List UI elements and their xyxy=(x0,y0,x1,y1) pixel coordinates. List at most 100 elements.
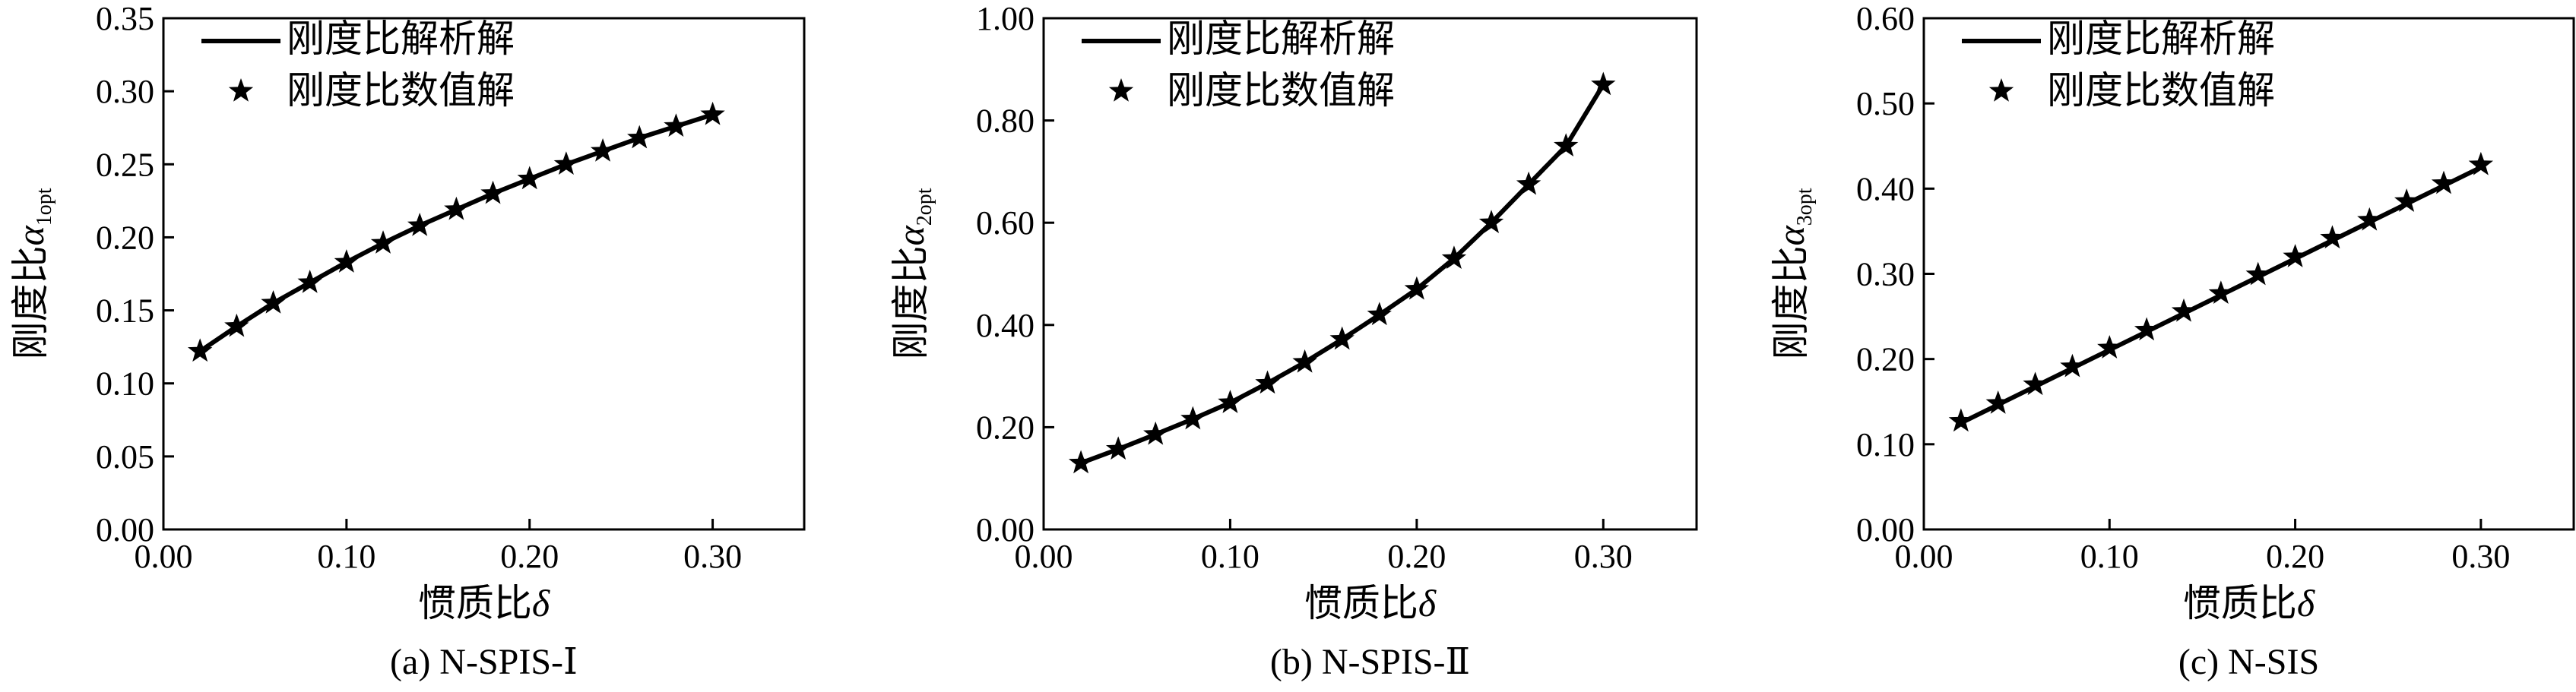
data-point-star xyxy=(517,166,542,190)
data-point-star xyxy=(627,125,652,149)
x-axis-label: 惯质比δ xyxy=(1304,582,1437,624)
panel-caption: (b) N-SPIS-Ⅱ xyxy=(1270,642,1470,682)
y-axis-label-text: 刚度比 xyxy=(889,246,932,360)
x-tick-label: 0.30 xyxy=(1574,538,1633,575)
legend-label: 刚度比数值解 xyxy=(2047,69,2275,112)
data-point-star xyxy=(297,270,322,293)
x-tick-label: 0.00 xyxy=(1895,538,1953,575)
y-axis-label-subscript: 2opt xyxy=(913,188,936,226)
y-tick-label: 0.20 xyxy=(1856,341,1915,378)
series-line xyxy=(198,112,714,353)
data-point-star xyxy=(407,213,433,236)
legend-star-swatch xyxy=(1108,78,1134,102)
chart-panel-2: 0.00 0.10 0.20 0.30 0.00 0.20 0.40 0.60 0.80 1.00… xyxy=(889,0,1698,682)
x-axis-label-symbol: δ xyxy=(1418,582,1437,624)
data-point-star xyxy=(2208,280,2234,305)
x-axis-label-symbol: δ xyxy=(532,582,550,624)
y-tick-label: 0.15 xyxy=(96,292,154,330)
data-point-star xyxy=(2431,170,2457,194)
y-tick-label: 0.40 xyxy=(976,307,1035,344)
data-point-star xyxy=(480,180,505,204)
chart-panel-1: 0.00 0.10 0.20 0.30 0.00 0.05 0.10 0.15 0.20 0.25… xyxy=(9,0,806,682)
data-point-star xyxy=(370,230,396,254)
legend-label: 刚度比解析解 xyxy=(287,17,515,60)
plot-frame xyxy=(1042,17,1698,531)
x-tick-label: 0.20 xyxy=(2266,538,2324,575)
x-axis-label-text: 惯质比 xyxy=(1304,582,1418,624)
plot-frame xyxy=(162,17,806,531)
data-point-star xyxy=(1218,390,1243,413)
data-point-star xyxy=(188,338,213,362)
data-point-star xyxy=(700,101,725,125)
panel-caption: (a) N-SPIS-Ⅰ xyxy=(390,642,578,682)
y-axis-label: 刚度比α2opt xyxy=(889,188,936,359)
data-point-star xyxy=(1367,302,1392,326)
y-tick-label: 0.00 xyxy=(976,511,1035,548)
y-tick-label: 0.00 xyxy=(1856,511,1915,548)
y-tick-label: 0.40 xyxy=(1856,170,1915,207)
legend-label: 刚度比数值解 xyxy=(287,69,515,112)
x-tick-label: 0.00 xyxy=(1015,538,1073,575)
y-tick-label: 1.00 xyxy=(976,0,1035,37)
data-point-star xyxy=(553,151,579,175)
y-axis-label: 刚度比α1opt xyxy=(9,188,56,359)
y-axis-label-symbol: α xyxy=(1770,225,1812,246)
y-tick-label: 0.60 xyxy=(976,204,1035,242)
data-point-star xyxy=(224,313,249,337)
y-tick-label: 0.10 xyxy=(1856,426,1915,463)
data-point-star xyxy=(1478,210,1504,233)
data-point-star xyxy=(1255,370,1280,394)
data-point-star xyxy=(2468,151,2494,175)
data-point-star xyxy=(1143,421,1168,445)
y-tick-label: 0.60 xyxy=(1856,0,1915,37)
data-point-star xyxy=(2171,298,2197,322)
y-axis-label-subscript: 1opt xyxy=(33,188,56,226)
data-point-star xyxy=(2357,207,2382,231)
legend-star-swatch xyxy=(1988,78,2014,102)
data-point-star xyxy=(1516,171,1541,195)
y-tick-label: 0.50 xyxy=(1856,85,1915,122)
data-point-star xyxy=(2320,225,2345,249)
data-point-star xyxy=(2134,317,2159,341)
data-point-star xyxy=(1068,450,1094,474)
y-axis-label-text: 刚度比 xyxy=(1770,246,1812,360)
data-point-star xyxy=(1106,436,1131,460)
data-point-star xyxy=(1180,406,1206,430)
data-point-star xyxy=(261,289,286,314)
legend-star-swatch xyxy=(228,78,254,102)
x-tick-label: 0.20 xyxy=(500,538,559,575)
legend-label: 刚度比解析解 xyxy=(1167,17,1395,60)
y-tick-label: 0.80 xyxy=(976,103,1035,140)
data-point-star xyxy=(334,249,360,273)
y-tick-label: 0.25 xyxy=(96,146,154,183)
data-point-star xyxy=(1985,390,2010,414)
x-tick-label: 0.10 xyxy=(2080,538,2139,575)
y-tick-label: 0.00 xyxy=(96,511,154,548)
x-axis-label: 惯质比δ xyxy=(418,582,550,624)
y-tick-label: 0.35 xyxy=(96,0,154,37)
y-axis-label-subscript: 3opt xyxy=(1793,188,1817,226)
panel-caption: (c) N-SIS xyxy=(2178,642,2319,682)
y-tick-label: 0.05 xyxy=(96,438,154,476)
x-tick-label: 0.30 xyxy=(2451,538,2510,575)
y-axis-label-symbol: α xyxy=(9,225,52,246)
x-axis-label: 惯质比δ xyxy=(2183,582,2315,624)
data-point-star xyxy=(1948,408,1974,432)
data-point-star xyxy=(1554,133,1579,156)
data-point-star xyxy=(664,113,689,137)
data-point-star xyxy=(1292,349,1317,373)
x-axis-label-text: 惯质比 xyxy=(2183,582,2297,624)
x-axis-label-text: 惯质比 xyxy=(418,582,532,624)
y-tick-label: 0.20 xyxy=(976,409,1035,446)
data-point-star xyxy=(2245,261,2270,286)
y-tick-label: 0.30 xyxy=(96,73,154,110)
y-tick-label: 0.30 xyxy=(1856,256,1915,293)
x-tick-label: 0.10 xyxy=(317,538,375,575)
x-tick-label: 0.30 xyxy=(683,538,742,575)
data-point-star xyxy=(1404,276,1430,300)
data-point-star xyxy=(1329,326,1355,350)
y-tick-label: 0.10 xyxy=(96,365,154,403)
x-tick-label: 0.10 xyxy=(1201,538,1259,575)
legend-label: 刚度比解析解 xyxy=(2047,17,2275,60)
